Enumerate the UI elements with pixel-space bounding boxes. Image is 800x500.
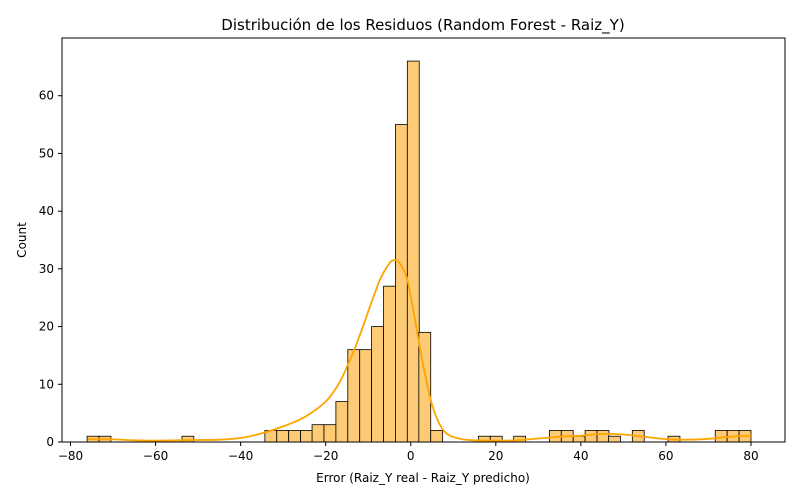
y-tick-label: 0 [46,435,54,449]
histogram-bar [347,349,361,443]
histogram-bar [288,430,301,443]
histogram-bar [714,430,728,443]
y-tick-label: 40 [39,204,54,218]
histogram-bar [371,326,384,443]
histogram-bar [406,60,420,443]
histogram-bar [323,424,337,443]
x-axis: −80 −60 −40 −20 0 20 40 60 80 [58,442,759,463]
histogram-bar [383,285,396,443]
x-axis-label: Error (Raiz_Y real - Raiz_Y predicho) [316,471,530,485]
y-tick-label: 30 [39,262,54,276]
x-tick-label: 40 [573,449,588,463]
histogram-bar [584,430,598,443]
plot-frame [61,37,786,443]
histogram-bar [311,424,325,443]
histogram-bar [395,124,408,443]
histogram-bar [596,430,610,443]
x-tick-label: −80 [58,449,83,463]
histogram-bar [572,435,586,443]
x-tick-label: 80 [743,449,758,463]
histogram-bars [86,60,752,443]
histogram-bar [300,430,313,443]
histogram-bar [359,349,373,443]
y-tick-label: 50 [39,146,54,160]
histogram-bar [335,401,349,443]
histogram-bar [276,430,290,443]
x-tick-label: 60 [658,449,673,463]
histogram-bar [608,435,621,443]
y-axis: 0 10 20 30 40 50 60 [39,89,62,449]
x-tick-label: 0 [407,449,415,463]
y-tick-label: 10 [39,377,54,391]
chart-title: Distribución de los Residuos (Random For… [221,16,624,35]
histogram-bar [430,430,444,443]
x-tick-label: −40 [228,449,253,463]
y-tick-label: 20 [39,320,54,334]
y-tick-label: 60 [39,89,54,103]
x-tick-label: −20 [313,449,338,463]
y-axis-label: Count [15,222,29,258]
kde-curve [87,259,752,442]
x-tick-label: 20 [488,449,503,463]
x-tick-label: −60 [143,449,168,463]
histogram-bar [181,435,195,443]
